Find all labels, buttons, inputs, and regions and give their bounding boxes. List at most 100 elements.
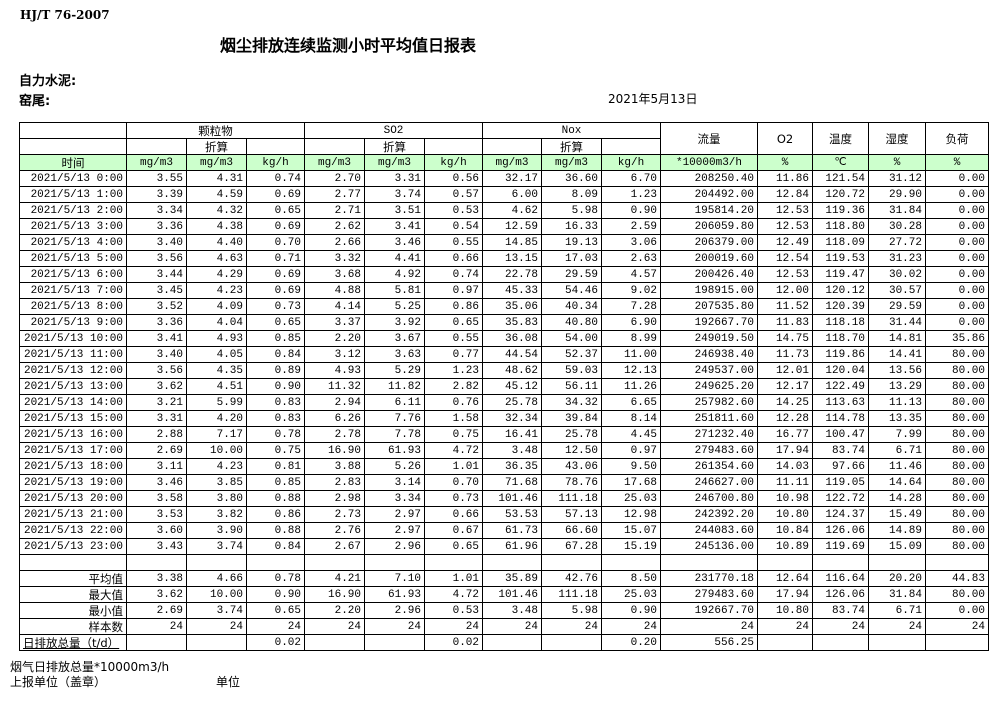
value-cell: 0.85 — [246, 330, 305, 347]
empty-cell — [925, 554, 989, 571]
unit-cell: kg/h — [424, 154, 483, 171]
hourly-report-table: 颗粒物 SO2 Nox 流量 O2 温度 湿度 负荷 折算 折算 折算 时间 mg… — [19, 122, 989, 651]
value-cell: 3.58 — [126, 490, 187, 507]
value-cell: 61.93 — [364, 442, 425, 459]
value-cell: 12.53 — [757, 266, 813, 283]
value-cell: 2.63 — [601, 250, 661, 267]
table-row: 2021/5/13 10:00 3.41 4.93 0.85 2.20 3.67 0.55 3… — [19, 330, 989, 347]
converted-label: 折算 — [186, 138, 247, 155]
value-cell: 3.82 — [186, 506, 247, 523]
summary-value: 24 — [660, 618, 758, 635]
value-cell: 80.00 — [925, 362, 989, 379]
summary-value: 101.46 — [482, 586, 542, 603]
value-cell: 195814.20 — [660, 202, 758, 219]
unit-cell: mg/m3 — [482, 154, 542, 171]
value-cell: 206379.00 — [660, 234, 758, 251]
value-cell: 4.09 — [186, 298, 247, 315]
value-cell: 80.00 — [925, 506, 989, 523]
value-cell: 2.76 — [304, 522, 365, 539]
unit-cell: % — [757, 154, 813, 171]
value-cell: 0.00 — [925, 282, 989, 299]
value-cell: 279483.60 — [660, 442, 758, 459]
value-cell: 13.56 — [868, 362, 926, 379]
time-cell: 2021/5/13 11:00 — [19, 346, 127, 363]
value-cell: 0.65 — [246, 314, 305, 331]
value-cell: 57.13 — [541, 506, 602, 523]
summary-value: 3.62 — [126, 586, 187, 603]
value-cell: 14.25 — [757, 394, 813, 411]
value-cell: 0.00 — [925, 266, 989, 283]
value-cell: 114.78 — [812, 410, 869, 427]
value-cell: 27.72 — [868, 234, 926, 251]
summary-value: 3.48 — [482, 602, 542, 619]
summary-value: 2.20 — [304, 602, 365, 619]
empty-cell — [482, 554, 542, 571]
value-cell: 242392.20 — [660, 506, 758, 523]
value-cell: 0.55 — [424, 330, 483, 347]
value-cell: 0.77 — [424, 346, 483, 363]
table-row: 2021/5/13 18:00 3.11 4.23 0.81 3.88 5.26 1.01 3… — [19, 458, 989, 475]
time-cell: 2021/5/13 21:00 — [19, 506, 127, 523]
value-cell: 118.70 — [812, 330, 869, 347]
value-cell: 3.60 — [126, 522, 187, 539]
summary-value: 80.00 — [925, 586, 989, 603]
unit-cell: mg/m3 — [541, 154, 602, 171]
value-cell: 4.45 — [601, 426, 661, 443]
value-cell: 3.88 — [304, 458, 365, 475]
value-cell: 0.00 — [925, 314, 989, 331]
value-cell: 0.75 — [424, 426, 483, 443]
value-cell: 1.58 — [424, 410, 483, 427]
time-cell: 2021/5/13 16:00 — [19, 426, 127, 443]
summary-value — [186, 634, 247, 651]
value-cell: 11.32 — [304, 378, 365, 395]
summary-value: 24 — [246, 618, 305, 635]
value-cell: 119.53 — [812, 250, 869, 267]
group-temperature: 温度 — [812, 122, 869, 155]
value-cell: 4.62 — [482, 202, 542, 219]
value-cell: 30.28 — [868, 218, 926, 235]
value-cell: 2.62 — [304, 218, 365, 235]
value-cell: 206059.80 — [660, 218, 758, 235]
time-cell: 2021/5/13 12:00 — [19, 362, 127, 379]
value-cell: 113.63 — [812, 394, 869, 411]
value-cell: 14.89 — [868, 522, 926, 539]
value-cell: 0.71 — [246, 250, 305, 267]
value-cell: 0.83 — [246, 410, 305, 427]
summary-value — [812, 634, 869, 651]
value-cell: 78.76 — [541, 474, 602, 491]
summary-value: 231770.18 — [660, 570, 758, 587]
value-cell: 25.78 — [541, 426, 602, 443]
summary-value: 3.74 — [186, 602, 247, 619]
summary-value: 0.20 — [601, 634, 661, 651]
unit-cell: mg/m3 — [304, 154, 365, 171]
value-cell: 2.98 — [304, 490, 365, 507]
value-cell: 13.15 — [482, 250, 542, 267]
summary-value: 24 — [424, 618, 483, 635]
value-cell: 3.31 — [364, 170, 425, 187]
value-cell: 244083.60 — [660, 522, 758, 539]
summary-value: 24 — [364, 618, 425, 635]
value-cell: 12.54 — [757, 250, 813, 267]
value-cell: 11.00 — [601, 346, 661, 363]
time-cell: 2021/5/13 20:00 — [19, 490, 127, 507]
value-cell: 31.12 — [868, 170, 926, 187]
summary-value: 1.01 — [424, 570, 483, 587]
value-cell: 34.32 — [541, 394, 602, 411]
summary-value: 24 — [925, 618, 989, 635]
value-cell: 11.26 — [601, 378, 661, 395]
summary-value — [482, 634, 542, 651]
value-cell: 80.00 — [925, 378, 989, 395]
unit-cell: % — [868, 154, 926, 171]
summary-value: 0.65 — [246, 602, 305, 619]
value-cell: 249537.00 — [660, 362, 758, 379]
summary-value: 126.06 — [812, 586, 869, 603]
value-cell: 52.37 — [541, 346, 602, 363]
value-cell: 30.02 — [868, 266, 926, 283]
summary-value: 0.90 — [601, 602, 661, 619]
value-cell: 0.54 — [424, 218, 483, 235]
empty-cell — [19, 554, 127, 571]
summary-value: 2.96 — [364, 602, 425, 619]
value-cell: 3.34 — [126, 202, 187, 219]
summary-value: 3.38 — [126, 570, 187, 587]
value-cell: 40.34 — [541, 298, 602, 315]
